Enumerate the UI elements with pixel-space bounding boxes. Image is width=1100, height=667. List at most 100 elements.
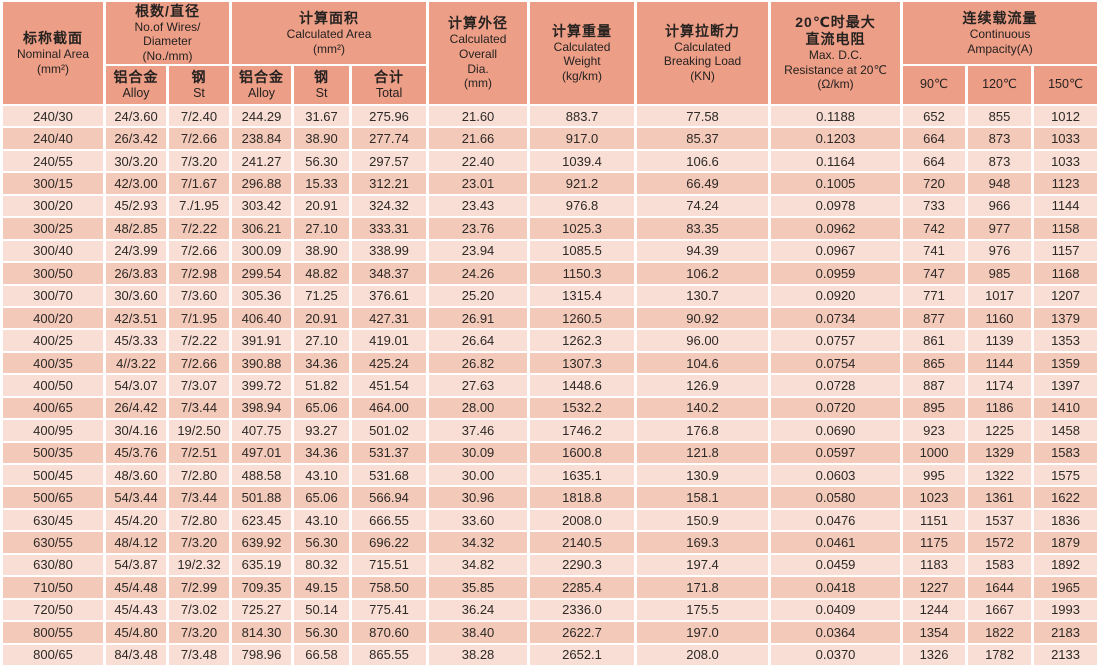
cell: 130.9 — [637, 465, 769, 486]
header-line: (mm) — [464, 76, 493, 91]
cell: 2285.4 — [530, 577, 635, 598]
cell: 45/2.93 — [106, 195, 166, 217]
cell: 104.6 — [637, 352, 769, 374]
cell: 391.91 — [232, 330, 292, 351]
cell: 7/2.51 — [169, 442, 230, 463]
cell: 38.28 — [429, 644, 528, 665]
header-line: (mm²) — [37, 61, 69, 76]
cell: 45/4.20 — [106, 509, 166, 531]
cell: 1635.1 — [530, 465, 635, 486]
cell: 71.25 — [294, 285, 350, 306]
cell: 300/15 — [3, 173, 103, 194]
cell: 303.42 — [232, 195, 292, 217]
cell: 24/3.60 — [106, 106, 166, 127]
cell: 1160 — [968, 307, 1032, 329]
header-line: 计算外径 — [448, 15, 509, 32]
cell: 488.58 — [232, 465, 292, 486]
cell: 741 — [903, 240, 966, 262]
cell: 1244 — [903, 599, 966, 621]
cell: 7/3.44 — [169, 487, 230, 508]
header-line: 合计 — [374, 68, 405, 85]
cell: 54/3.87 — [106, 554, 166, 576]
cell: 7/2.80 — [169, 509, 230, 531]
cell: 31.67 — [294, 106, 350, 127]
cell: 48/3.60 — [106, 465, 166, 486]
cell: 240/40 — [3, 128, 103, 149]
cell: 171.8 — [637, 577, 769, 598]
cell: 26/3.42 — [106, 128, 166, 149]
cell: 300/20 — [3, 195, 103, 217]
cell: 43.10 — [294, 465, 350, 486]
cell: 197.0 — [637, 622, 769, 643]
cell: 666.55 — [352, 509, 427, 531]
cell: 1033 — [1034, 150, 1098, 172]
cell: 758.50 — [352, 577, 427, 598]
cell: 1183 — [903, 554, 966, 576]
cell: 985 — [968, 263, 1032, 284]
cell: 300/50 — [3, 263, 103, 284]
cell: 34.82 — [429, 554, 528, 576]
cell: 720 — [903, 173, 966, 194]
cell: 21.60 — [429, 106, 528, 127]
cell: 917.0 — [530, 128, 635, 149]
cell: 54/3.44 — [106, 487, 166, 508]
header-line: Dia. — [467, 61, 489, 76]
header-line: Calculated Area — [286, 26, 372, 41]
header-line: Breaking Load — [663, 54, 742, 69]
cell: 1144 — [1034, 195, 1098, 217]
cell: 639.92 — [232, 532, 292, 553]
cell: 2336.0 — [530, 599, 635, 621]
cell: 1025.3 — [530, 218, 635, 239]
cell: 1600.8 — [530, 442, 635, 463]
header-line: 钢 — [191, 68, 207, 85]
cell: 7/2.80 — [169, 465, 230, 486]
cell: 1175 — [903, 532, 966, 553]
cell: 23.94 — [429, 240, 528, 262]
header-line: Diameter — [143, 34, 192, 49]
cell: 1644 — [968, 577, 1032, 598]
header-line: 90℃ — [920, 77, 948, 92]
cell: 150.9 — [637, 509, 769, 531]
cell: 277.74 — [352, 128, 427, 149]
cell: 66.49 — [637, 173, 769, 194]
cell: 7/3.60 — [169, 285, 230, 306]
cell: 176.8 — [637, 420, 769, 441]
cell: 501.02 — [352, 420, 427, 441]
cell: 1458 — [1034, 420, 1098, 441]
cell: 36.24 — [429, 599, 528, 621]
cell: 296.88 — [232, 173, 292, 194]
header-line: Alloy — [122, 85, 150, 100]
cell: 883.7 — [530, 106, 635, 127]
header-line: 计算面积 — [299, 9, 360, 26]
cell: 56.30 — [294, 150, 350, 172]
cell: 0.0728 — [771, 375, 901, 396]
cell: 1782 — [968, 644, 1032, 665]
cell: 995 — [903, 465, 966, 486]
cell: 106.6 — [637, 150, 769, 172]
table-row: 400/20 42/3.51 7/1.95 406.40 20.91 427.31 26.9… — [3, 307, 1098, 329]
cell: 1892 — [1034, 554, 1098, 576]
cell: 855 — [968, 106, 1032, 127]
col-header-calculated-weight: 计算重量 Calculated Weight (kg/km) — [530, 2, 635, 104]
header-line: 标称截面 — [23, 29, 83, 46]
cell: 7/2.22 — [169, 330, 230, 351]
cell: 709.35 — [232, 577, 292, 598]
cell: 30.96 — [429, 487, 528, 508]
cell: 895 — [903, 397, 966, 419]
cell: 399.72 — [232, 375, 292, 396]
cell: 7/3.48 — [169, 644, 230, 665]
cell: 7/2.99 — [169, 577, 230, 598]
header-line: Calculated — [674, 39, 731, 54]
cell: 425.24 — [352, 352, 427, 374]
col-subheader-amp-120c: 120℃ — [968, 66, 1032, 104]
cell: 1575 — [1034, 465, 1098, 486]
header-line: 计算拉断力 — [665, 22, 741, 39]
cell: 0.0734 — [771, 307, 901, 329]
cell: 74.24 — [637, 195, 769, 217]
cell: 501.88 — [232, 487, 292, 508]
cell: 0.1005 — [771, 173, 901, 194]
cell: 390.88 — [232, 352, 292, 374]
cell: 94.39 — [637, 240, 769, 262]
cell: 0.0603 — [771, 465, 901, 486]
cell: 652 — [903, 106, 966, 127]
